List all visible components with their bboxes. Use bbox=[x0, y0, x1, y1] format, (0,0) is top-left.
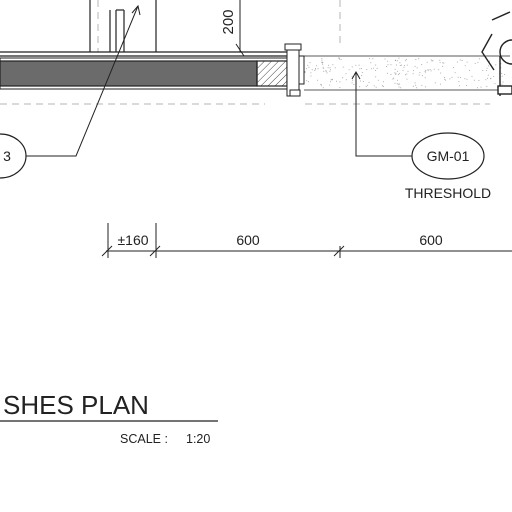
threshold-label: THRESHOLD bbox=[405, 185, 491, 201]
scale-value: 1:20 bbox=[186, 432, 210, 446]
dim-600-b-label: 600 bbox=[419, 232, 443, 248]
threshold-strip bbox=[304, 55, 510, 91]
dashed-guide-lines bbox=[0, 0, 490, 105]
wall-slab bbox=[0, 57, 288, 90]
dimension-line-horizontal bbox=[101, 223, 512, 258]
tag-left-ellipse bbox=[0, 133, 27, 179]
door-swing bbox=[481, 11, 512, 96]
door-jamb bbox=[284, 43, 305, 97]
threshold-speckle-texture bbox=[304, 57, 505, 89]
dim-plusminus-160-label: ±160 bbox=[117, 232, 148, 248]
drawing-title: SHES PLAN bbox=[3, 390, 149, 420]
tag-right-label: GM-01 bbox=[427, 148, 470, 164]
upper-frame-lines bbox=[0, 0, 290, 57]
dimension-200 bbox=[235, 0, 245, 57]
scale-label: SCALE : bbox=[120, 432, 168, 446]
dim-200-label: 200 bbox=[220, 9, 237, 34]
dim-600-a-label: 600 bbox=[236, 232, 260, 248]
tag-left-label: 3 bbox=[3, 148, 11, 164]
tag-right-ellipse bbox=[411, 132, 485, 180]
leader-lines bbox=[24, 4, 412, 157]
